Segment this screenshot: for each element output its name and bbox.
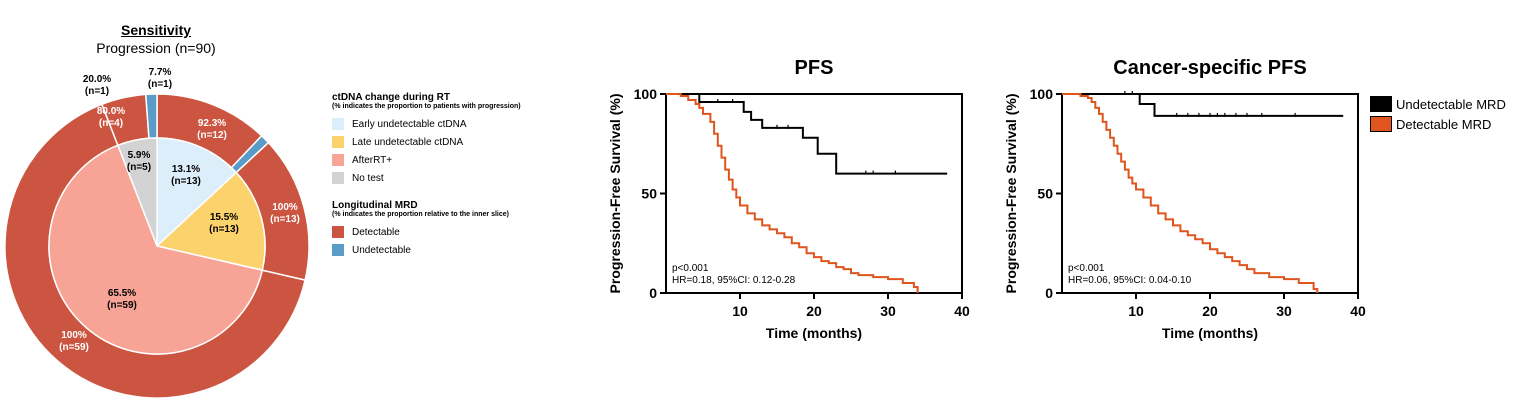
stats-annotation: HR=0.06, 95%CI: 0.04-0.10 (1068, 275, 1192, 286)
legend-label: No test (352, 172, 384, 184)
slice-count-label: (n=4) (99, 118, 123, 129)
chart-title: PFS (795, 57, 834, 79)
legend-label: Undetectable (352, 244, 411, 256)
legend-item-early-undetectable: Early undetectable ctDNA (332, 116, 592, 132)
x-tick-label: 30 (1276, 303, 1292, 319)
slice-percent-label: 80.0% (97, 106, 125, 117)
pie-title: Sensitivity (120, 22, 192, 38)
y-tick-label: 0 (649, 285, 657, 301)
legend-item-late-undetectable: Late undetectable ctDNA (332, 134, 592, 150)
km-curve-detectable-mrd (1062, 93, 1319, 293)
slice-percent-label: 20.0% (83, 74, 111, 85)
legend-label: Late undetectable ctDNA (352, 136, 464, 148)
slice-percent-label: 7.7% (149, 67, 172, 78)
slice-count-label: (n=13) (209, 224, 239, 235)
legend-swatch (332, 244, 344, 256)
km-legend-swatch (1370, 116, 1392, 132)
y-tick-label: 50 (1037, 186, 1053, 202)
nested-pie-chart: 13.1%(n=13)15.5%(n=13)65.5%(n=59)5.9%(n=… (4, 67, 310, 399)
slice-count-label: (n=1) (85, 86, 109, 97)
inner-slice-label: 15.5%(n=13) (209, 212, 239, 235)
legend-label: Detectable (352, 226, 400, 238)
legend-label: AfterRT+ (352, 154, 393, 166)
km-curve-undetectable-mrd (1062, 93, 1344, 117)
slice-count-label: (n=5) (127, 162, 151, 173)
stats-annotation: HR=0.18, 95%CI: 0.12-0.28 (672, 275, 796, 286)
slice-percent-label: 100% (61, 330, 87, 341)
x-tick-label: 40 (1350, 303, 1366, 319)
legend-item-detectable: Detectable (332, 224, 592, 240)
x-tick-label: 40 (954, 303, 970, 319)
outer-slice-label: 92.3%(n=12) (197, 118, 227, 141)
inner-slice-label: 5.9%(n=5) (127, 150, 151, 173)
stats-annotation: p<0.001 (672, 263, 709, 274)
y-axis-label: Progression-Free Survival (%) (607, 94, 623, 294)
inner-slice (48, 144, 264, 355)
legend-swatch (332, 172, 344, 184)
slice-count-label: (n=1) (148, 79, 172, 90)
legend-ctdna-note: (% indicates the proportion to patients … (332, 103, 521, 110)
legend-item-afterrt: AfterRT+ (332, 152, 592, 168)
legend-mrd-note: (% indicates the proportion relative to … (332, 211, 509, 218)
slice-count-label: (n=13) (270, 214, 300, 225)
chart-title: Cancer-specific PFS (1113, 57, 1306, 79)
legend-ctdna-title: ctDNA change during RT (332, 92, 450, 103)
km-legend-detectable: Detectable MRD (1370, 114, 1506, 134)
inner-slice (155, 171, 266, 272)
legend-swatch (332, 154, 344, 166)
x-axis-label: Time (months) (1162, 325, 1258, 341)
pie-subtitle: Progression (n=90) (96, 40, 216, 56)
legend-swatch (332, 118, 344, 130)
km-curve-undetectable-mrd (666, 93, 948, 175)
inner-slice-label: 13.1%(n=13) (171, 164, 201, 187)
cancer-specific-pfs-km-chart: Cancer-specific PFS 0 50 100 10 20 30 40 Time (m… (1003, 57, 1366, 341)
km-legend-label: Detectable MRD (1396, 116, 1492, 132)
outer-slice-label: 7.7%(n=1) (148, 67, 172, 90)
legend-mrd-title: Longitudinal MRD (332, 200, 418, 211)
outer-slice-label: 80.0%(n=4) (97, 106, 125, 129)
slice-percent-label: 5.9% (128, 150, 151, 161)
slice-percent-label: 100% (272, 202, 298, 213)
slice-count-label: (n=12) (197, 130, 227, 141)
pie-legend: ctDNA change during RT (% indicates the … (332, 92, 592, 260)
legend-item-no-test: No test (332, 170, 592, 186)
legend-swatch (332, 226, 344, 238)
slice-count-label: (n=59) (107, 300, 137, 311)
slice-percent-label: 15.5% (210, 212, 238, 223)
outer-slice-label: 100%(n=59) (59, 330, 89, 353)
slice-count-label: (n=13) (171, 176, 201, 187)
slice-percent-label: 92.3% (198, 118, 226, 129)
legend-label: Early undetectable ctDNA (352, 118, 467, 130)
slice-percent-label: 65.5% (108, 288, 136, 299)
km-legend: Undetectable MRD Detectable MRD (1370, 94, 1506, 134)
x-tick-label: 10 (732, 303, 748, 319)
y-tick-label: 0 (1045, 285, 1053, 301)
y-tick-label: 100 (634, 86, 658, 102)
x-axis-label: Time (months) (766, 325, 862, 341)
legend-item-undetectable: Undetectable (332, 242, 592, 258)
km-legend-swatch (1370, 96, 1392, 112)
outer-slice-label: 100%(n=13) (270, 202, 300, 225)
y-tick-label: 50 (641, 186, 657, 202)
y-tick-label: 100 (1030, 86, 1054, 102)
km-legend-label: Undetectable MRD (1396, 96, 1506, 112)
x-tick-label: 10 (1128, 303, 1144, 319)
inner-slice (156, 137, 238, 248)
outer-slice-label: 20.0%(n=1) (83, 74, 111, 97)
slice-count-label: (n=59) (59, 342, 89, 353)
y-axis-label: Progression-Free Survival (%) (1003, 94, 1019, 294)
km-curve-detectable-mrd (666, 93, 919, 293)
legend-swatch (332, 136, 344, 148)
km-legend-undetectable: Undetectable MRD (1370, 94, 1506, 114)
inner-slice (116, 137, 158, 247)
stats-annotation: p<0.001 (1068, 263, 1105, 274)
inner-slice-label: 65.5%(n=59) (107, 288, 137, 311)
x-tick-label: 20 (1202, 303, 1218, 319)
plot-frame (665, 93, 963, 294)
x-tick-label: 30 (880, 303, 896, 319)
x-tick-label: 20 (806, 303, 822, 319)
slice-percent-label: 13.1% (172, 164, 200, 175)
pfs-km-chart: PFS 0 50 100 10 20 30 40 Time (months) Progressio… (607, 57, 970, 341)
